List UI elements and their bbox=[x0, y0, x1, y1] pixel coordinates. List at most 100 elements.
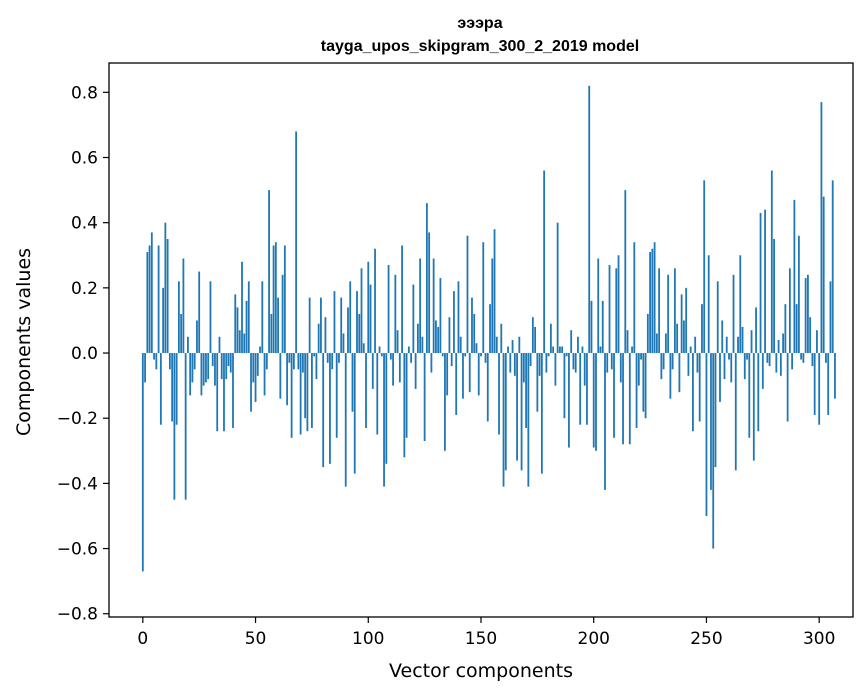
bar-1 bbox=[144, 353, 146, 383]
bar-95 bbox=[356, 291, 358, 354]
bar-74 bbox=[308, 297, 311, 354]
bar-273 bbox=[757, 353, 760, 432]
bar-121 bbox=[414, 353, 417, 389]
bar-181 bbox=[549, 323, 552, 354]
bar-257 bbox=[721, 320, 724, 354]
bar-286 bbox=[786, 353, 789, 422]
bar-76 bbox=[313, 353, 316, 357]
bar-174 bbox=[534, 326, 537, 354]
bar-114 bbox=[398, 353, 401, 383]
bar-161 bbox=[504, 353, 507, 471]
bar-176 bbox=[538, 353, 541, 376]
bar-36 bbox=[223, 353, 225, 432]
bar-123 bbox=[419, 258, 422, 354]
bar-182 bbox=[552, 346, 555, 354]
bar-170 bbox=[525, 353, 527, 428]
bar-167 bbox=[518, 336, 521, 354]
bar-38 bbox=[227, 353, 230, 367]
bar-56 bbox=[268, 190, 270, 354]
bar-282 bbox=[777, 340, 780, 354]
bar-203 bbox=[599, 346, 602, 354]
bar-144 bbox=[466, 235, 469, 354]
bar-260 bbox=[728, 353, 730, 360]
bar-69 bbox=[297, 353, 300, 370]
bar-214 bbox=[624, 190, 627, 354]
bar-132 bbox=[439, 278, 442, 354]
bar-67 bbox=[292, 353, 295, 370]
bar-91 bbox=[347, 307, 349, 354]
bar-227 bbox=[653, 242, 656, 354]
bar-241 bbox=[685, 287, 688, 354]
bar-107 bbox=[383, 353, 385, 487]
bar-277 bbox=[766, 353, 769, 363]
bar-45 bbox=[243, 333, 246, 354]
bar-251 bbox=[707, 255, 710, 354]
bar-212 bbox=[619, 353, 622, 383]
bar-34 bbox=[218, 336, 221, 354]
bar-141 bbox=[459, 336, 462, 354]
bar-269 bbox=[748, 353, 751, 438]
bar-20 bbox=[187, 336, 189, 354]
bar-11 bbox=[166, 238, 169, 354]
bar-100 bbox=[367, 261, 370, 354]
bar-147 bbox=[473, 313, 476, 354]
bar-77 bbox=[315, 353, 318, 380]
bar-35 bbox=[220, 353, 223, 380]
bar-217 bbox=[631, 346, 633, 354]
bar-119 bbox=[410, 353, 413, 363]
bar-136 bbox=[448, 317, 451, 354]
bar-58 bbox=[272, 245, 275, 354]
bar-255 bbox=[716, 281, 719, 354]
bar-296 bbox=[809, 317, 812, 354]
bar-109 bbox=[387, 265, 390, 354]
bar-87 bbox=[338, 353, 340, 363]
x-tick-label: 50 bbox=[245, 629, 267, 649]
bar-263 bbox=[734, 353, 737, 471]
bar-118 bbox=[407, 346, 410, 354]
bar-243 bbox=[689, 346, 692, 354]
bar-289 bbox=[793, 199, 796, 354]
bar-166 bbox=[516, 353, 518, 461]
bar-285 bbox=[784, 304, 787, 354]
bar-75 bbox=[311, 353, 313, 428]
bar-169 bbox=[522, 353, 525, 383]
bar-261 bbox=[730, 353, 733, 383]
bar-284 bbox=[782, 333, 785, 354]
bar-265 bbox=[739, 255, 742, 354]
bar-50 bbox=[254, 353, 257, 402]
bar-283 bbox=[779, 353, 782, 376]
bar-184 bbox=[556, 222, 559, 354]
bar-232 bbox=[664, 333, 667, 354]
bar-122 bbox=[416, 323, 419, 354]
bar-306 bbox=[831, 180, 834, 354]
bar-280 bbox=[773, 238, 775, 354]
bar-159 bbox=[500, 323, 503, 354]
bar-237 bbox=[676, 323, 679, 354]
x-tick-label: 0 bbox=[137, 629, 148, 649]
bar-43 bbox=[238, 330, 241, 354]
bar-13 bbox=[171, 353, 174, 422]
bar-305 bbox=[829, 281, 832, 354]
y-axis-label: Components values bbox=[13, 248, 35, 436]
bar-210 bbox=[615, 268, 618, 354]
x-axis-label: Vector components bbox=[389, 660, 573, 682]
bar-275 bbox=[761, 353, 764, 389]
bar-179 bbox=[545, 353, 548, 373]
bar-249 bbox=[703, 180, 706, 354]
bar-207 bbox=[608, 265, 611, 354]
bar-222 bbox=[642, 353, 645, 412]
bar-201 bbox=[595, 353, 597, 451]
bar-48 bbox=[250, 353, 252, 412]
bar-15 bbox=[175, 353, 178, 425]
bar-135 bbox=[446, 353, 449, 396]
bar-62 bbox=[281, 274, 284, 354]
bar-230 bbox=[660, 353, 663, 380]
bar-274 bbox=[759, 212, 762, 354]
bar-83 bbox=[329, 353, 331, 464]
bar-186 bbox=[561, 346, 564, 354]
bar-148 bbox=[475, 343, 478, 354]
bar-235 bbox=[671, 353, 674, 370]
bar-31 bbox=[211, 353, 214, 367]
bars-group bbox=[141, 85, 836, 572]
bar-208 bbox=[610, 353, 613, 370]
